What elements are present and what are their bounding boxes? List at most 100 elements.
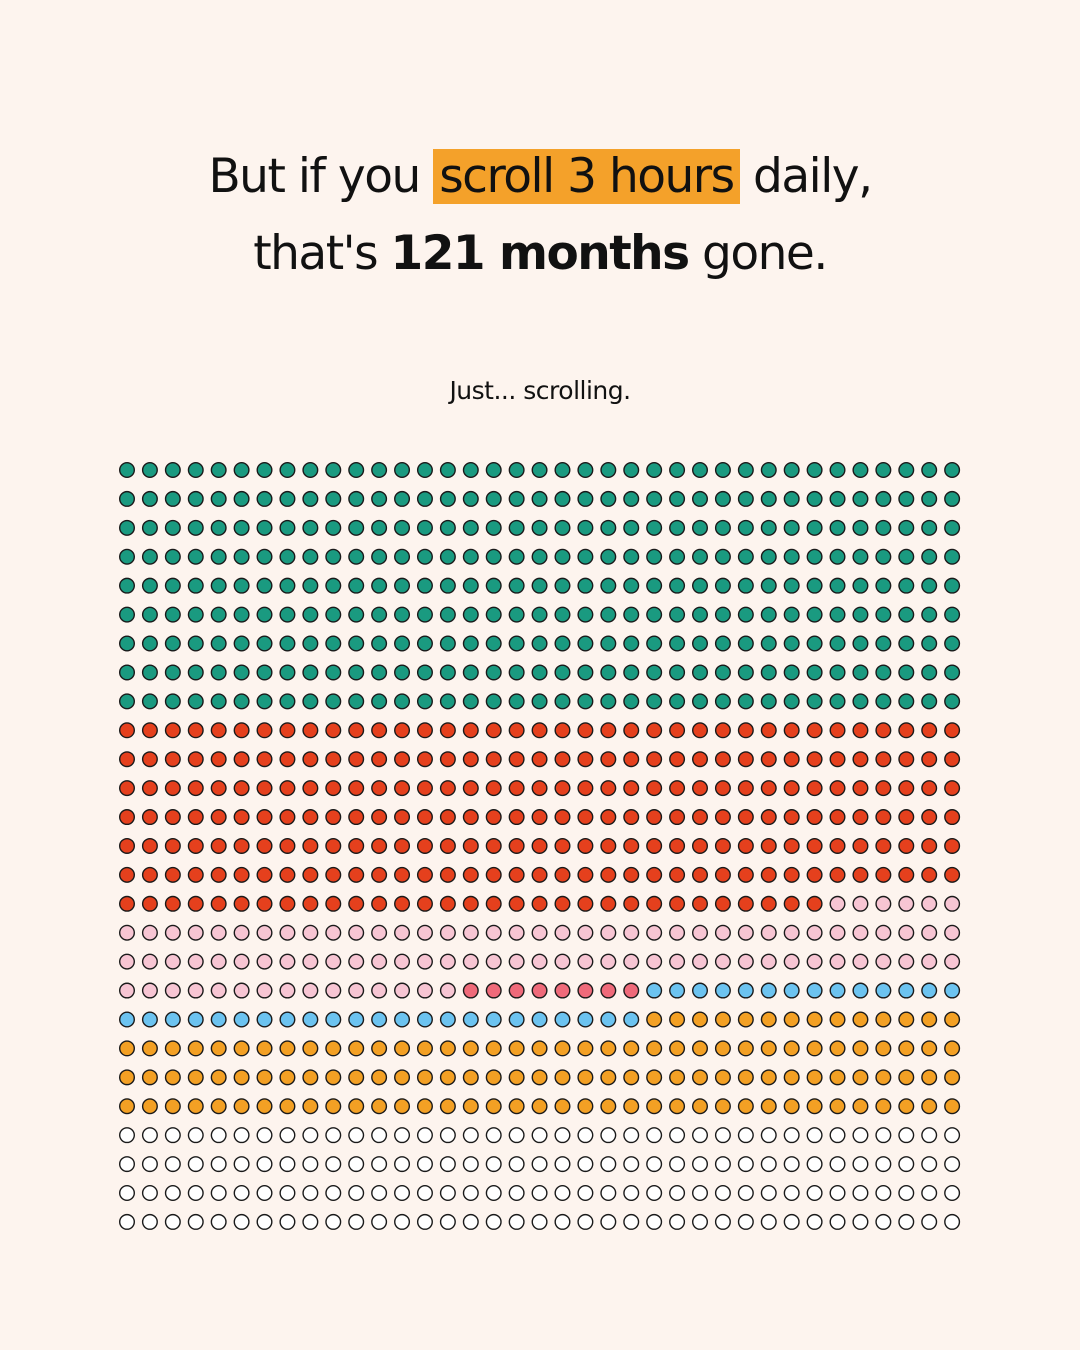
- dot: [760, 780, 777, 797]
- dot: [141, 866, 158, 883]
- dot: [462, 924, 479, 941]
- dot: [118, 895, 135, 912]
- dot: [439, 462, 456, 479]
- dot: [554, 1069, 571, 1086]
- dot: [531, 490, 548, 507]
- dot: [554, 693, 571, 710]
- dot: [439, 1011, 456, 1028]
- dot: [577, 519, 594, 536]
- dot: [669, 1213, 686, 1230]
- dot: [806, 953, 823, 970]
- dot: [783, 866, 800, 883]
- dot: [508, 751, 525, 768]
- dot: [141, 780, 158, 797]
- dot: [508, 1127, 525, 1144]
- dot: [692, 924, 709, 941]
- dot: [485, 1040, 502, 1057]
- dot: [302, 1098, 319, 1115]
- dot: [623, 635, 640, 652]
- dot: [141, 548, 158, 565]
- dot: [875, 462, 892, 479]
- dot: [462, 490, 479, 507]
- dot: [875, 780, 892, 797]
- dot: [760, 1098, 777, 1115]
- dot: [210, 809, 227, 826]
- dot: [279, 1011, 296, 1028]
- dot: [187, 490, 204, 507]
- dot: [554, 1184, 571, 1201]
- dot: [646, 1213, 663, 1230]
- dot: [760, 1184, 777, 1201]
- dot: [371, 953, 388, 970]
- dot: [600, 1011, 617, 1028]
- dot: [646, 635, 663, 652]
- dot: [439, 693, 456, 710]
- dot: [118, 1011, 135, 1028]
- dot: [554, 1098, 571, 1115]
- dot: [646, 490, 663, 507]
- dot: [394, 1184, 411, 1201]
- dot: [600, 519, 617, 536]
- dot: [279, 1069, 296, 1086]
- dot: [233, 490, 250, 507]
- dot: [783, 635, 800, 652]
- dot: [485, 1069, 502, 1086]
- dot: [302, 1127, 319, 1144]
- dot: [921, 635, 938, 652]
- dot: [921, 1040, 938, 1057]
- dot: [371, 606, 388, 623]
- dot: [141, 924, 158, 941]
- dot: [118, 577, 135, 594]
- dot: [669, 1127, 686, 1144]
- dot: [692, 1069, 709, 1086]
- dot: [256, 1127, 273, 1144]
- dot: [164, 722, 181, 739]
- dot: [760, 1156, 777, 1173]
- dot: [348, 1184, 365, 1201]
- dot: [371, 1184, 388, 1201]
- dot: [325, 1156, 342, 1173]
- dot: [118, 953, 135, 970]
- dot: [737, 664, 754, 681]
- dot: [210, 924, 227, 941]
- dot: [141, 1127, 158, 1144]
- dot: [279, 895, 296, 912]
- dot: [600, 866, 617, 883]
- dot: [462, 519, 479, 536]
- dot: [737, 1011, 754, 1028]
- dot: [233, 751, 250, 768]
- dot: [646, 1156, 663, 1173]
- dot: [623, 866, 640, 883]
- dot: [714, 519, 731, 536]
- dot: [623, 982, 640, 999]
- dot: [118, 837, 135, 854]
- dot: [416, 664, 433, 681]
- dot: [692, 982, 709, 999]
- dot: [164, 953, 181, 970]
- dot: [829, 1098, 846, 1115]
- dot: [806, 837, 823, 854]
- dot: [806, 1040, 823, 1057]
- dot: [187, 1069, 204, 1086]
- dot: [577, 462, 594, 479]
- dot: [554, 1127, 571, 1144]
- dot: [233, 722, 250, 739]
- dot: [554, 924, 571, 941]
- dot: [623, 1098, 640, 1115]
- dot: [829, 837, 846, 854]
- dot: [187, 519, 204, 536]
- dot: [554, 1011, 571, 1028]
- dot: [508, 780, 525, 797]
- dot: [921, 722, 938, 739]
- dot: [394, 548, 411, 565]
- dot: [600, 577, 617, 594]
- dot: [141, 1040, 158, 1057]
- dot: [806, 1069, 823, 1086]
- dot: [692, 548, 709, 565]
- dot: [944, 953, 961, 970]
- dot: [394, 1040, 411, 1057]
- dot: [485, 953, 502, 970]
- dot: [164, 1040, 181, 1057]
- dot: [944, 809, 961, 826]
- dot: [302, 1184, 319, 1201]
